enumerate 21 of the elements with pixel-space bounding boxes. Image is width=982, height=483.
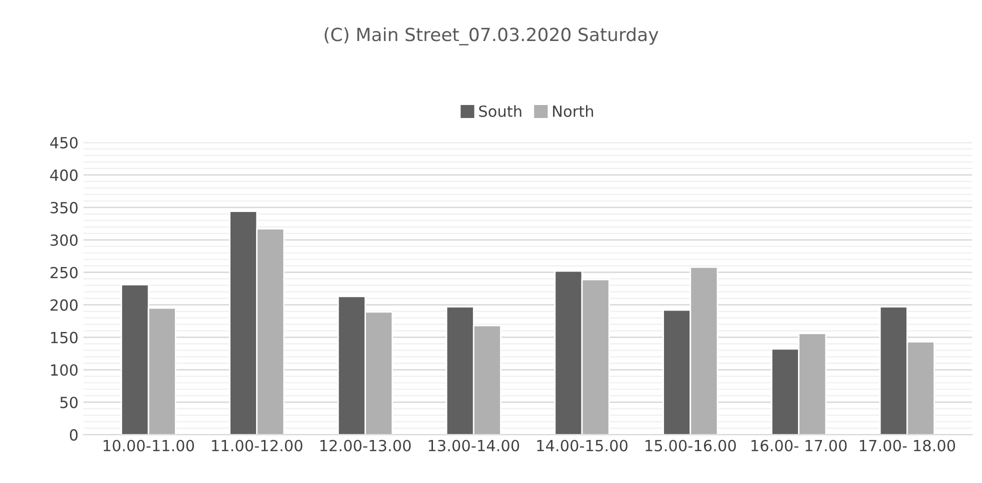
x-tick-label: 14.00-15.00 bbox=[537, 440, 628, 452]
x-tick-label: 15.00-16.00 bbox=[646, 440, 736, 452]
x-tick-label: 11.00-12.00 bbox=[212, 440, 302, 452]
x-tick-label: 16.00- 17.00 bbox=[752, 440, 847, 452]
x-tick-label: 10.00-11.00 bbox=[104, 440, 194, 452]
y-tick-label: 200 bbox=[50, 299, 78, 311]
y-tick-label: 400 bbox=[50, 169, 78, 181]
legend-label: South bbox=[479, 105, 522, 118]
y-tick-label: 300 bbox=[50, 234, 78, 246]
y-tick-label: 450 bbox=[50, 136, 78, 149]
y-tick-label: 150 bbox=[51, 332, 78, 344]
y-tick-label: 0 bbox=[70, 429, 78, 441]
y-tick-label: 350 bbox=[50, 202, 78, 214]
x-tick-label: 13.00-14.00 bbox=[428, 440, 520, 452]
legend-label: North bbox=[553, 105, 594, 118]
x-tick-label: 12.00-13.00 bbox=[320, 440, 411, 452]
x-tick-label: 17.00- 18.00 bbox=[860, 440, 956, 452]
chart-title: (C) Main Street_07.03.2020 Saturday bbox=[324, 27, 658, 46]
y-tick-label: 50 bbox=[60, 396, 78, 408]
y-tick-label: 100 bbox=[51, 364, 78, 376]
y-tick-label: 250 bbox=[50, 266, 78, 278]
